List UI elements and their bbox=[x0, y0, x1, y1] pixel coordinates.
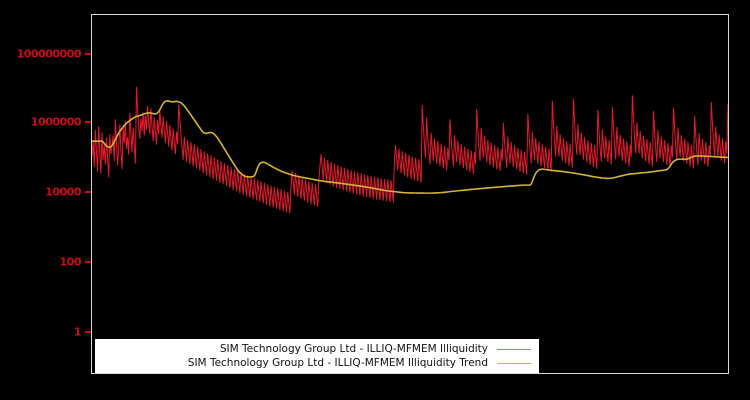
y-tick-label-10000: 10000 bbox=[45, 185, 81, 199]
y-tick-label-1: 1 bbox=[73, 325, 82, 339]
legend-item-illiquidity-trend: SIM Technology Group Ltd - ILLIQ-MFMEM I… bbox=[101, 356, 533, 370]
series-illiquidity-line bbox=[92, 87, 728, 213]
plot-svg bbox=[92, 15, 728, 373]
legend-swatch-illiquidity-trend bbox=[497, 362, 531, 364]
y-tick-label-100: 100 bbox=[59, 255, 82, 269]
y-tick-label-100000000: 100000000 bbox=[16, 47, 82, 61]
legend: SIM Technology Group Ltd - ILLIQ-MFMEM I… bbox=[95, 339, 539, 373]
series-group bbox=[92, 87, 728, 213]
y-tick-label-1000000: 1000000 bbox=[30, 115, 82, 129]
legend-swatch-illiquidity bbox=[497, 348, 531, 350]
y-axis: 100000000 1000000 10000 100 1 bbox=[0, 0, 91, 400]
legend-item-illiquidity: SIM Technology Group Ltd - ILLIQ-MFMEM I… bbox=[101, 342, 533, 356]
legend-label-illiquidity: SIM Technology Group Ltd - ILLIQ-MFMEM I… bbox=[219, 343, 488, 355]
series-illiquidity-trend-line bbox=[92, 101, 728, 193]
plot-area bbox=[91, 14, 729, 374]
legend-label-illiquidity-trend: SIM Technology Group Ltd - ILLIQ-MFMEM I… bbox=[187, 357, 488, 369]
